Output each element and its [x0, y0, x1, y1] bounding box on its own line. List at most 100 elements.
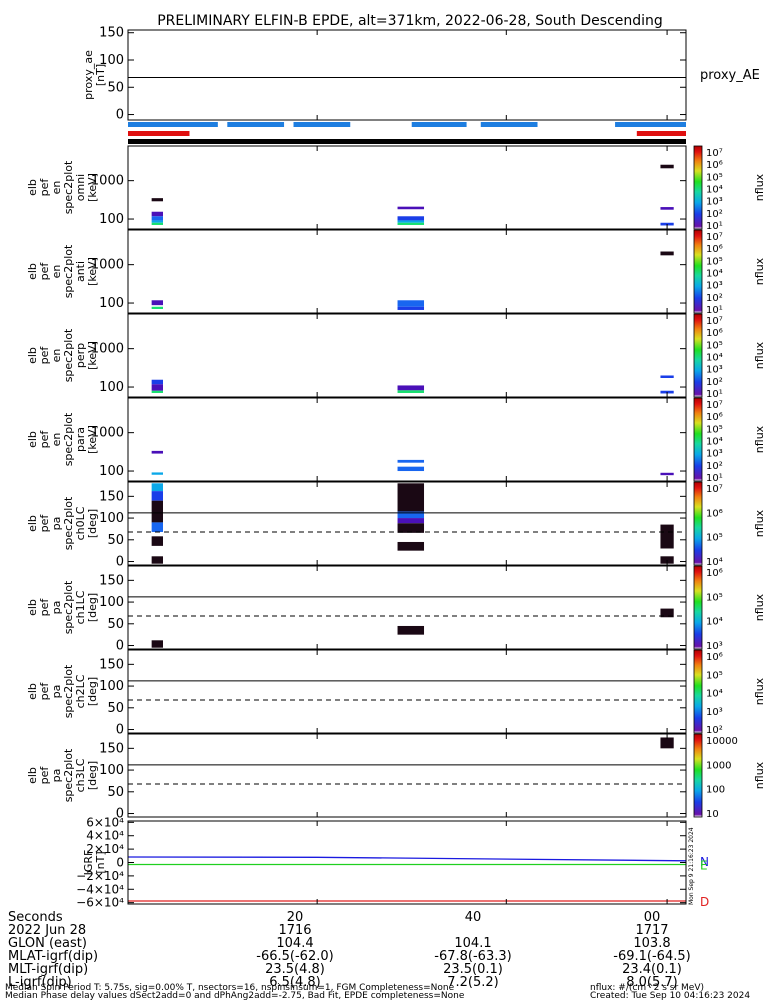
y-axis-label-line: elb	[26, 263, 39, 280]
heatmap-cell	[660, 737, 674, 749]
colorbar-tick-label: 10000	[706, 736, 738, 747]
y-axis-label-line: anti	[74, 261, 87, 282]
colorbar	[693, 733, 703, 818]
y-tick-label: 1000	[91, 174, 124, 189]
footer-glon-col1: 104.4	[276, 936, 313, 951]
heatmap-cell	[397, 466, 425, 472]
y-axis-label-line: elb	[26, 431, 39, 448]
y-tick-label: 50	[107, 533, 124, 548]
footer-label-glon: GLON (east)	[8, 936, 87, 951]
y-tick-label: 1000	[91, 258, 124, 273]
heatmap-cell	[397, 625, 425, 635]
y-axis-label-line: spec2plot	[62, 748, 75, 802]
colorbar	[693, 313, 703, 398]
y-axis-label-line: ch3LC	[74, 758, 87, 792]
heatmap-cell	[397, 306, 425, 310]
colorbar-tick-label: 10³	[706, 707, 723, 718]
heatmap-cell	[151, 384, 163, 391]
footer-table: Seconds 2022 Jun 28 GLON (east) MLAT-igr…	[5, 910, 750, 1001]
y-axis-label-line: proxy_ae	[82, 50, 95, 100]
panel-frame	[127, 397, 687, 482]
colorbar	[693, 481, 703, 566]
panel-frame	[127, 313, 687, 398]
colorbar-tick-label: 1000	[706, 760, 731, 771]
heatmap-cell	[151, 536, 163, 546]
heatmap-cell	[660, 524, 674, 549]
y-axis-label-line: ch1LC	[74, 590, 87, 624]
heatmap-cell	[151, 522, 163, 532]
y-tick-label: 150	[99, 741, 124, 756]
colorbar-tick-label: 10⁶	[706, 244, 723, 255]
heatmap-cell	[151, 211, 163, 217]
colorbar-tick-label: 10⁴	[706, 689, 723, 700]
heatmap-cell	[151, 216, 163, 221]
y-axis-label-line: en	[50, 265, 63, 279]
y-tick-label: 0	[116, 856, 124, 870]
colorbar-tick-label: 10⁷	[706, 232, 723, 243]
status-blue-segment	[411, 122, 467, 127]
y-axis-label-line: pef	[38, 346, 51, 365]
y-axis-label-line: en	[50, 433, 63, 447]
colorbar-tick-label: 10	[706, 809, 719, 820]
y-tick-label: 1000	[91, 426, 124, 441]
panel-frame	[127, 565, 687, 650]
colorbar-label: nflux	[753, 509, 766, 537]
y-axis-label-line: pef	[38, 178, 51, 197]
y-tick-label: 100	[99, 296, 124, 311]
colorbar-tick-label: 10⁴	[706, 557, 723, 568]
heatmap-cell	[660, 251, 674, 256]
status-blue-segment	[293, 122, 351, 127]
y-axis-label-line: spec2plot	[62, 496, 75, 550]
colorbar-tick-label: 10⁶	[706, 508, 723, 519]
footer-glon-col3: 103.8	[633, 936, 670, 951]
colorbar	[693, 649, 703, 734]
status-bars	[128, 122, 686, 144]
y-tick-label: 0	[116, 639, 124, 654]
panel-frame	[127, 733, 687, 818]
heatmap-cell	[151, 220, 163, 223]
y-axis-label-line: [keV]	[86, 257, 99, 286]
footer-l-col3: 8.0(5.7)	[626, 975, 678, 990]
footer-label-l: L-igrf(dip)	[8, 975, 72, 990]
colorbar-tick-label: 10⁶	[706, 652, 723, 663]
colorbar-label: nflux	[753, 677, 766, 705]
y-axis-label-line: [keV]	[86, 425, 99, 454]
chart-title: PRELIMINARY ELFIN-B EPDE, alt=371km, 202…	[157, 13, 663, 29]
y-axis-label-line: elb	[26, 347, 39, 364]
y-axis-label-line: elb	[26, 179, 39, 196]
footer-mlt-col3: 23.4(0.1)	[622, 962, 682, 977]
heatmap-cell	[397, 300, 425, 307]
y-tick-label: 100	[99, 763, 124, 778]
y-tick-label: −2×10⁴	[76, 869, 124, 883]
panel-frame	[127, 820, 687, 905]
y-axis-label-line: spec2plot	[62, 664, 75, 718]
colorbar-tick-label: 10⁵	[706, 424, 723, 435]
y-tick-label: −4×10⁴	[76, 882, 124, 896]
y-axis-label-line: [deg]	[86, 509, 99, 538]
y-tick-label: 50	[107, 701, 124, 716]
y-axis-label-line: spec2plot	[62, 412, 75, 466]
status-blue-segment	[480, 122, 538, 127]
legend-D: D	[700, 895, 709, 909]
panel-frame	[127, 29, 687, 121]
footer-l-col2: 7.2(5.2)	[447, 975, 499, 990]
y-tick-label: 100	[99, 53, 124, 68]
colorbar-label: nflux	[753, 761, 766, 789]
panel-pef_pa_ch2LC: 150 100 50 0 elb pef pa spec2plot ch2LC [deg] 10⁶ 1…	[26, 649, 766, 738]
y-axis-label-line: para	[74, 427, 87, 452]
heatmap-cell	[397, 206, 425, 210]
y-axis-label-line: [keV]	[86, 173, 99, 202]
status-red-segment	[128, 131, 190, 136]
colorbar-tick-label: 10⁵	[706, 340, 723, 351]
heatmap-cell	[397, 385, 425, 391]
panel-frame	[127, 145, 687, 230]
y-axis-label-line: pef	[38, 766, 51, 785]
heatmap-cell	[397, 216, 425, 221]
heatmap-cell	[397, 541, 425, 551]
heatmap-cell	[151, 500, 163, 523]
y-axis-label-line: perp	[74, 343, 87, 368]
